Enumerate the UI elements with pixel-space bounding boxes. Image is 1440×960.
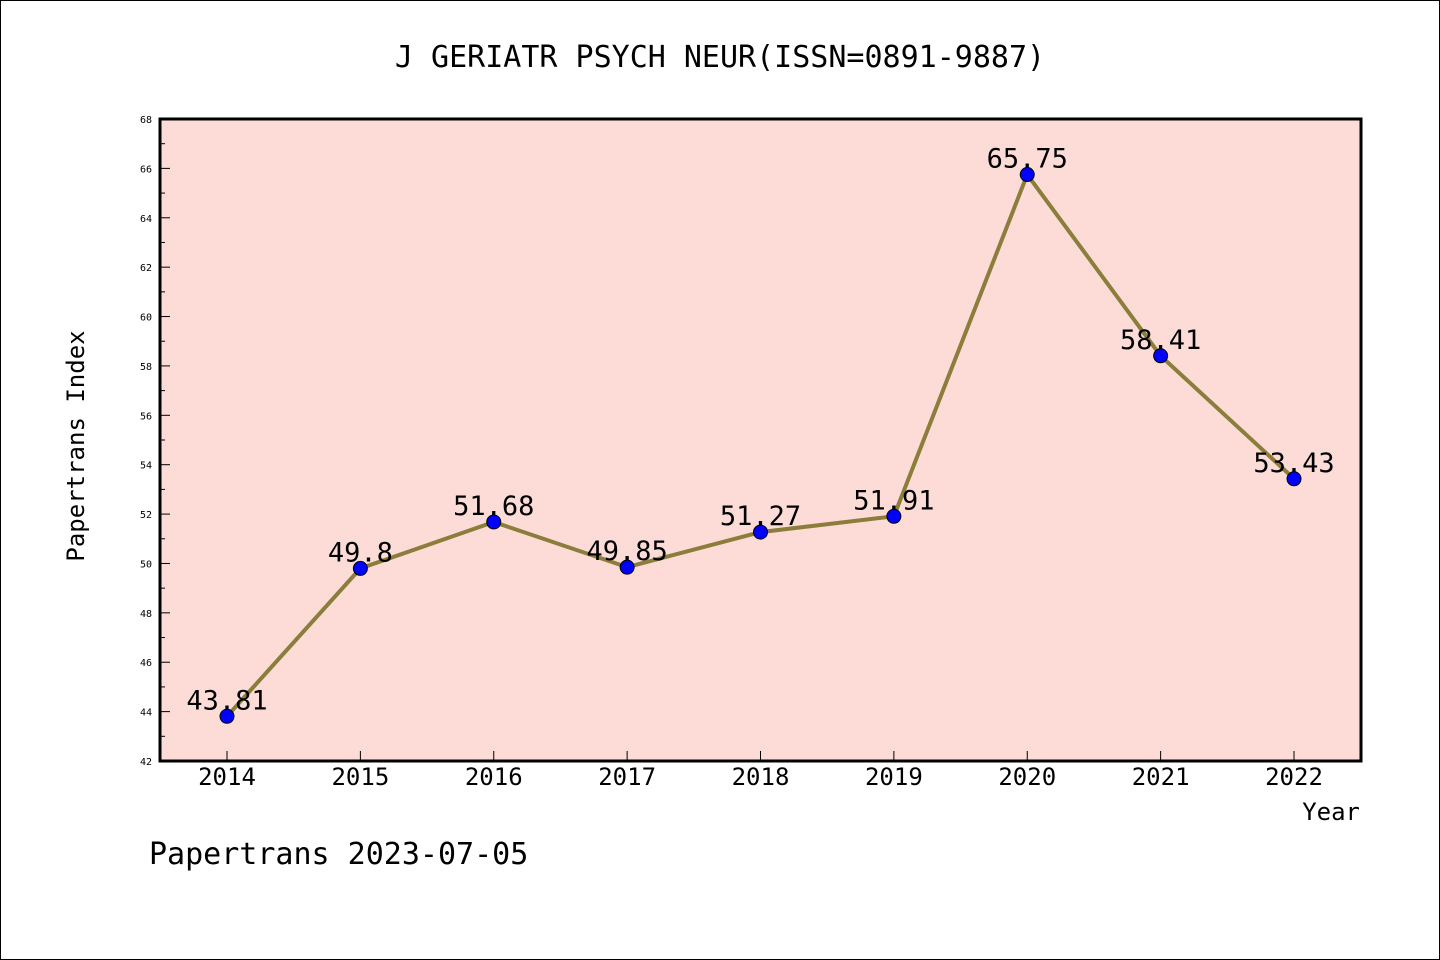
y-tick-label: 56 [140, 411, 152, 422]
y-tick-label: 66 [140, 164, 152, 175]
series-layer: 43.81 49.8 51.68 49.85 51.27 51.91 65.75 58.41 5… [186, 144, 1335, 724]
x-axis-label: Year [1302, 798, 1360, 826]
data-label: 51.27 [720, 501, 801, 532]
x-tick-label: 2019 [865, 763, 923, 791]
y-tick-label: 58 [140, 362, 152, 373]
y-tick-label: 64 [140, 214, 152, 225]
y-tick-label: 44 [140, 708, 152, 719]
y-axis-label: Papertrans Index [62, 330, 90, 561]
data-label: 65.75 [987, 144, 1068, 175]
data-label: 49.85 [586, 536, 667, 567]
data-point [619, 559, 635, 575]
data-point [1286, 471, 1302, 487]
y-tick-label: 48 [140, 609, 152, 620]
x-tick-label: 2020 [998, 763, 1056, 791]
data-label: 58.41 [1120, 325, 1201, 356]
data-point [352, 560, 368, 576]
y-tick-label: 60 [140, 313, 152, 324]
data-label: 51.91 [853, 485, 934, 516]
y-axis: 42 44 46 48 50 52 54 56 58 60 62 64 66 68 [140, 115, 170, 768]
data-label: 49.8 [328, 537, 393, 568]
x-tick-label: 2015 [331, 763, 389, 791]
y-tick-label: 46 [140, 658, 152, 669]
chart-title: J GERIATR PSYCH NEUR(ISSN=0891-9887) [395, 40, 1045, 75]
x-tick-label: 2017 [598, 763, 656, 791]
y-tick-label: 52 [140, 510, 152, 521]
data-point [886, 508, 902, 524]
x-tick-label: 2016 [465, 763, 523, 791]
data-point [219, 708, 235, 724]
data-label: 43.81 [186, 685, 267, 716]
x-axis: 2014 2015 2016 2017 2018 2019 2020 2021 2022 [198, 751, 1323, 791]
data-point [1153, 348, 1169, 364]
x-tick-label: 2018 [732, 763, 790, 791]
x-tick-label: 2022 [1265, 763, 1323, 791]
data-label: 51.68 [453, 491, 534, 522]
data-label: 53.43 [1253, 448, 1334, 479]
x-tick-label: 2014 [198, 763, 256, 791]
y-tick-label: 62 [140, 263, 152, 274]
y-tick-label: 50 [140, 559, 152, 570]
y-tick-label: 54 [140, 461, 152, 472]
plot-area [158, 117, 1363, 763]
data-point [753, 524, 768, 540]
y-tick-label: 42 [140, 757, 152, 768]
data-point [486, 514, 502, 530]
x-tick-label: 2021 [1132, 763, 1190, 791]
y-tick-label: 68 [140, 115, 152, 126]
footer-text: Papertrans 2023-07-05 [149, 837, 528, 872]
data-point [1019, 167, 1035, 183]
